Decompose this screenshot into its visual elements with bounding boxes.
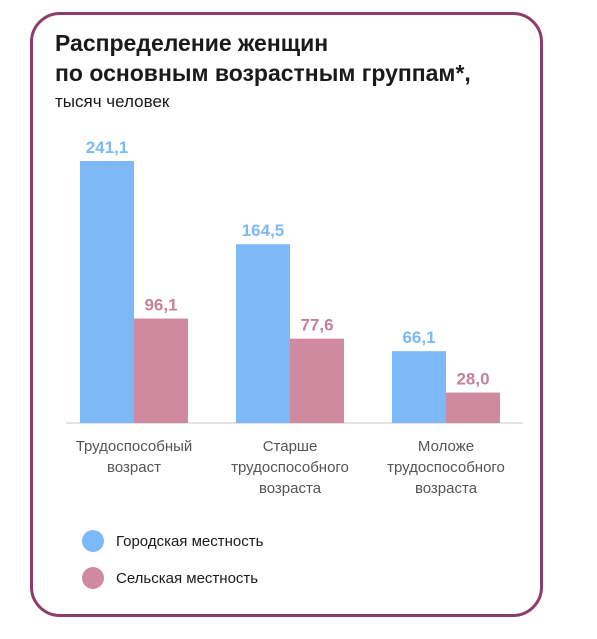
chart-title: Распределение женщин по основным возраст… bbox=[55, 28, 545, 88]
bar-rural-1 bbox=[290, 338, 344, 423]
data-label-urban-1: 164,5 bbox=[242, 221, 285, 240]
bar-urban-0 bbox=[80, 161, 134, 423]
legend-label-urban: Городская местность bbox=[116, 532, 264, 550]
category-label-0: Трудоспособный возраст bbox=[76, 438, 193, 476]
bar-urban-2 bbox=[392, 351, 446, 423]
chart-subtitle: тысяч человек bbox=[55, 92, 170, 111]
data-label-urban-2: 66,1 bbox=[402, 328, 435, 347]
bar-urban-1 bbox=[236, 244, 290, 423]
data-label-rural-1: 77,6 bbox=[300, 316, 333, 335]
bar-rural-0 bbox=[134, 318, 188, 423]
category-label-2: Моложе трудоспособного возраста bbox=[387, 438, 505, 497]
legend-swatch-rural bbox=[82, 567, 104, 589]
legend-item-urban: Городская местность bbox=[82, 530, 263, 552]
legend-label-rural: Сельская местность bbox=[116, 569, 259, 587]
category-label-1: Старше трудоспособного возраста bbox=[231, 438, 349, 497]
bar-rural-2 bbox=[446, 392, 500, 423]
legend-item-rural: Сельская местность bbox=[82, 567, 258, 589]
data-label-rural-2: 28,0 bbox=[456, 370, 489, 389]
data-label-rural-0: 96,1 bbox=[144, 296, 177, 315]
chart-title-line-2: по основным возрастным группам*, bbox=[55, 60, 471, 86]
data-label-urban-0: 241,1 bbox=[86, 138, 129, 157]
legend-swatch-urban bbox=[82, 530, 104, 552]
chart-title-line-1: Распределение женщин bbox=[55, 30, 329, 56]
